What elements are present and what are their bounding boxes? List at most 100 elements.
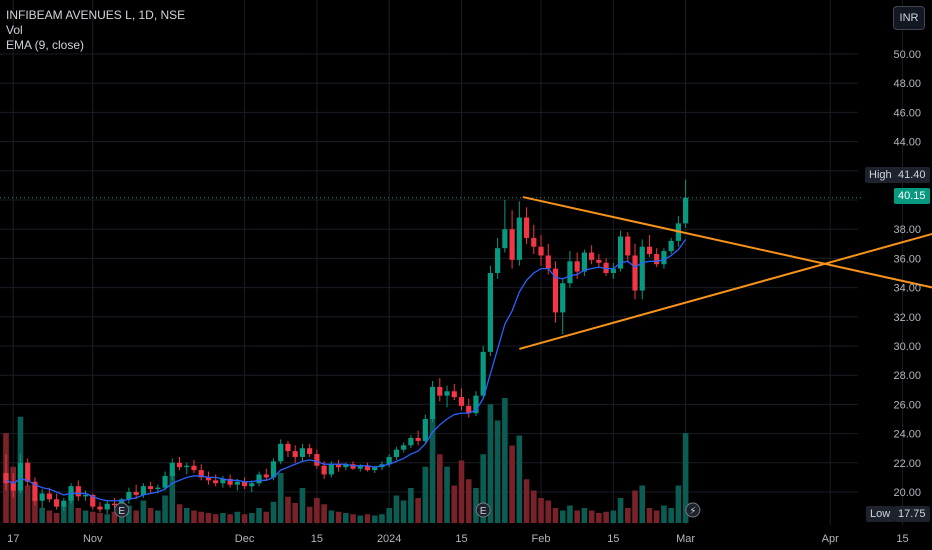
candle-body: [249, 483, 255, 487]
volume-bars: [3, 398, 689, 523]
price-axis: 20.00 22.00 24.00 26.00 28.00 30.00 32.00 34.00…: [893, 49, 921, 499]
candle-body: [603, 262, 609, 273]
candle-body: [119, 499, 125, 506]
candle-body: [364, 465, 371, 471]
volume-bar: [126, 505, 132, 523]
candle-body: [90, 494, 96, 507]
volume-bar: [328, 510, 335, 523]
candle-body: [401, 445, 407, 450]
volume-bar: [68, 495, 74, 523]
x-label-15-apr: 15: [896, 533, 908, 545]
price-tick-label: 32.00: [893, 312, 921, 324]
trendline: [519, 232, 932, 350]
candle-body: [625, 236, 631, 256]
candle-body: [372, 467, 378, 471]
x-label-feb: Feb: [532, 533, 551, 545]
volume-bar: [408, 488, 414, 523]
candle-body: [227, 478, 233, 485]
candle-body: [176, 462, 183, 468]
volume-bar: [451, 485, 458, 523]
candle-body: [314, 454, 320, 466]
currency-button[interactable]: INR: [893, 6, 925, 30]
candle-body: [480, 351, 486, 396]
volume-bar: [299, 488, 306, 523]
volume-bar: [596, 513, 602, 523]
candle-body: [466, 405, 472, 414]
chart-grid: [0, 0, 904, 525]
candle-body: [46, 493, 52, 500]
volume-bar: [588, 510, 595, 523]
candle-body: [299, 448, 306, 457]
trendline: [522, 196, 932, 289]
volume-bar: [603, 511, 609, 523]
volume-bar: [545, 500, 552, 523]
candle-body: [560, 283, 566, 313]
volume-bar: [364, 514, 371, 523]
candle-body: [270, 461, 277, 478]
candle-body: [610, 268, 616, 273]
volume-bar: [321, 504, 327, 523]
volume-bar: [465, 479, 472, 523]
volume-bar: [668, 508, 674, 523]
candle-body: [234, 481, 240, 485]
candle-body: [386, 456, 392, 465]
candle-body: [292, 451, 298, 457]
candle-body: [241, 481, 248, 487]
volume-bar: [155, 510, 161, 523]
price-tick-label: 24.00: [893, 429, 921, 441]
time-axis: 17 Nov Dec 15 2024 15 Feb 15 Mar Apr 15: [7, 533, 909, 545]
candle-body: [509, 229, 515, 260]
volume-bar: [458, 460, 465, 523]
volume-bar: [227, 514, 233, 523]
price-tick-label: 48.00: [893, 78, 921, 90]
volume-bar: [444, 466, 450, 523]
candle-body: [654, 254, 660, 265]
volume-bar: [75, 508, 82, 523]
candle-body: [444, 391, 450, 396]
x-label-nov: Nov: [83, 533, 103, 545]
earnings-icon-glyph: E: [118, 506, 125, 517]
volume-bar: [393, 495, 400, 523]
trendlines: [519, 196, 932, 350]
x-label-15-dec: 15: [311, 533, 323, 545]
high-label-tag: High: [865, 167, 896, 183]
last-price-tag: 40.15: [894, 188, 930, 204]
volume-bar: [632, 490, 638, 523]
volume-indicator-label[interactable]: Vol: [6, 23, 23, 37]
volume-bar: [523, 479, 530, 523]
ema-series-line: [5, 239, 687, 502]
volume-bar: [133, 510, 139, 523]
ema-indicator-label[interactable]: EMA (9, close): [6, 38, 85, 52]
candle-body: [516, 217, 522, 260]
candle-body: [552, 268, 559, 313]
dividend-icon-glyph: ⚡: [689, 506, 696, 517]
candle-body: [639, 246, 645, 291]
volume-bar: [371, 515, 378, 523]
candle-body: [3, 473, 9, 484]
x-label-17: 17: [7, 533, 19, 545]
volume-bar: [661, 505, 667, 523]
volume-bar: [335, 511, 342, 523]
volume-bar: [646, 508, 653, 523]
volume-bar: [212, 514, 219, 523]
x-label-15-jan: 15: [455, 533, 467, 545]
volume-bar: [437, 454, 443, 523]
candle-body: [285, 443, 291, 452]
volume-bar: [314, 498, 320, 523]
volume-bar: [61, 505, 67, 523]
volume-bar: [480, 454, 486, 523]
candle-body: [191, 465, 197, 471]
candle-body: [408, 437, 414, 446]
candle-body: [220, 478, 226, 484]
candle-body: [531, 237, 537, 247]
symbol-title[interactable]: INFIBEAM AVENUES L, 1D, NSE: [6, 8, 186, 22]
volume-bar: [357, 515, 364, 523]
volume-bar: [639, 485, 646, 523]
price-tick-label: 26.00: [893, 399, 921, 411]
volume-bar: [487, 404, 494, 523]
candle-body: [422, 419, 428, 441]
volume-bar: [624, 508, 631, 523]
price-tick-label: 44.00: [893, 137, 921, 149]
x-label-15-feb: 15: [607, 533, 619, 545]
